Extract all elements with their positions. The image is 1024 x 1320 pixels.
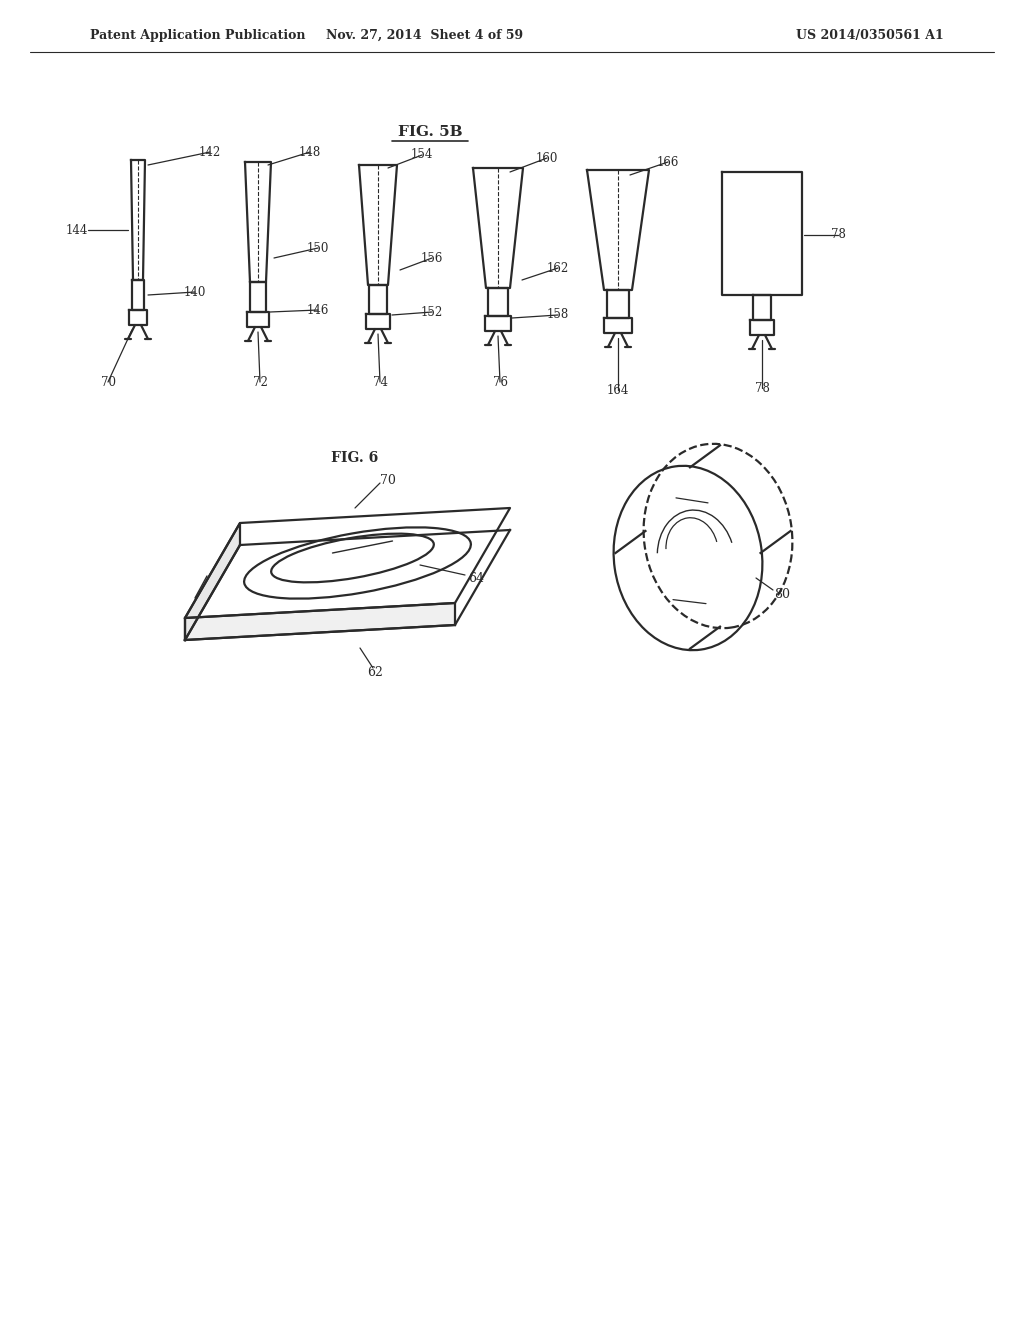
Text: 74: 74 — [373, 375, 387, 388]
Text: 146: 146 — [307, 304, 329, 317]
Text: 78: 78 — [830, 228, 846, 242]
Text: 76: 76 — [493, 375, 508, 388]
Text: 148: 148 — [299, 145, 322, 158]
Text: 80: 80 — [774, 587, 790, 601]
Text: 160: 160 — [536, 152, 558, 165]
Polygon shape — [185, 603, 455, 640]
Text: 164: 164 — [607, 384, 629, 396]
Text: 150: 150 — [307, 242, 329, 255]
Text: US 2014/0350561 A1: US 2014/0350561 A1 — [796, 29, 944, 41]
Text: 142: 142 — [199, 145, 221, 158]
Text: 152: 152 — [421, 305, 443, 318]
Text: 166: 166 — [656, 156, 679, 169]
Text: 162: 162 — [547, 261, 569, 275]
Text: Patent Application Publication: Patent Application Publication — [90, 29, 305, 41]
Text: 72: 72 — [253, 375, 267, 388]
Text: FIG. 6: FIG. 6 — [332, 451, 379, 465]
Text: 144: 144 — [66, 223, 88, 236]
Text: Nov. 27, 2014  Sheet 4 of 59: Nov. 27, 2014 Sheet 4 of 59 — [327, 29, 523, 41]
Text: FIG. 5B: FIG. 5B — [397, 125, 462, 139]
Text: 140: 140 — [184, 285, 206, 298]
Text: 156: 156 — [421, 252, 443, 264]
Text: 78: 78 — [755, 381, 769, 395]
Text: 64: 64 — [468, 572, 484, 585]
Polygon shape — [185, 508, 510, 618]
Text: 62: 62 — [367, 665, 383, 678]
Text: 70: 70 — [380, 474, 396, 487]
Text: 70: 70 — [100, 375, 116, 388]
Polygon shape — [185, 523, 240, 640]
Text: 154: 154 — [411, 149, 433, 161]
Text: 158: 158 — [547, 309, 569, 322]
